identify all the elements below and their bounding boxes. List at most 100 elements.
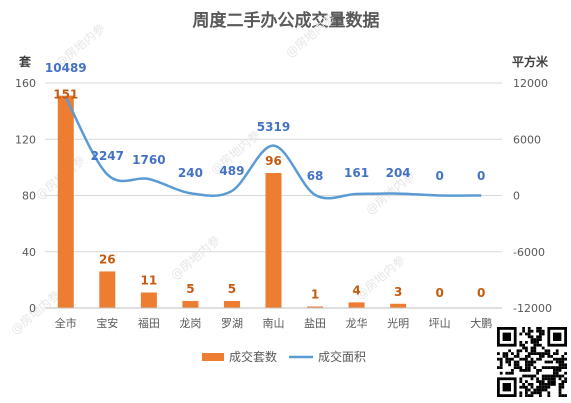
- qr-module: [539, 369, 542, 372]
- data-labels: 151 26 11 5 5 96 1 4 3 0 0 10489 2247 1760 240 489 5319 6…: [45, 61, 486, 302]
- qr-module: [519, 341, 523, 344]
- qr-module: [522, 357, 525, 361]
- qr-module: [544, 349, 548, 353]
- legend-label: 成交面积: [318, 349, 366, 364]
- qr-module: [558, 383, 562, 386]
- bar: [390, 303, 407, 308]
- qr-module: [558, 360, 562, 364]
- qr-module: [525, 346, 528, 350]
- qr-module: [533, 388, 537, 392]
- bar: [182, 300, 199, 308]
- qr-module: [536, 357, 539, 361]
- qr-module: [561, 355, 565, 358]
- bar: [265, 173, 282, 308]
- qr-module: [558, 374, 562, 378]
- qr-module: [536, 377, 539, 381]
- bar-series: [57, 95, 407, 308]
- qr-module: [525, 369, 528, 372]
- qr-module: [539, 380, 542, 383]
- qr-module: [539, 383, 542, 386]
- qr-module: [533, 349, 537, 353]
- qr-module: [530, 338, 534, 341]
- qr-module: [539, 352, 542, 355]
- qr-module: [516, 360, 520, 364]
- qr-module: [539, 394, 542, 397]
- qr-module: [522, 343, 525, 347]
- qr-module: [547, 355, 551, 358]
- qr-module: [525, 332, 528, 336]
- bar-value-label: 151: [53, 88, 78, 102]
- qr-module: [536, 335, 539, 339]
- bar-value-label: 4: [352, 283, 360, 297]
- qr-module: [530, 346, 534, 350]
- bar-value-label: 96: [265, 154, 282, 168]
- legend-swatch-bar: [202, 353, 224, 361]
- line-value-label: 0: [477, 169, 485, 183]
- qr-module: [516, 355, 520, 358]
- qr-module: [533, 366, 537, 369]
- bar-value-label: 3: [394, 285, 402, 299]
- qr-module: [561, 374, 565, 378]
- qr-module: [564, 380, 567, 383]
- bar-value-label: 11: [141, 274, 158, 288]
- category-label: 坪山: [429, 317, 451, 330]
- qr-module: [527, 394, 531, 397]
- category-label: 大鹏: [470, 316, 492, 330]
- qr-module: [536, 385, 539, 389]
- qr-module: [497, 357, 500, 361]
- qr-module: [539, 338, 542, 341]
- right-tick-label: 12000: [513, 77, 548, 90]
- qr-module: [558, 394, 562, 397]
- right-tick-label: 6000: [513, 133, 541, 146]
- qr-module: [516, 352, 520, 355]
- qr-module: [519, 377, 523, 381]
- qr-module: [541, 385, 545, 389]
- qr-module: [536, 380, 539, 383]
- line-value-label: 10489: [45, 61, 87, 75]
- qr-module: [555, 374, 559, 378]
- qr-module: [525, 374, 528, 378]
- qr-module: [519, 391, 523, 395]
- qr-module: [505, 357, 509, 361]
- qr-module: [541, 377, 545, 381]
- qr-finder: [502, 332, 511, 341]
- qr-module: [536, 341, 539, 344]
- qr-module: [533, 352, 537, 355]
- right-tick-label: -6000: [513, 246, 545, 259]
- qr-module: [522, 385, 525, 389]
- qr-module: [536, 391, 539, 395]
- qr-module: [533, 374, 537, 378]
- qr-module: [505, 360, 509, 364]
- qr-module: [541, 388, 545, 392]
- qr-module: [553, 366, 556, 369]
- qr-module: [527, 352, 531, 355]
- qr-module: [519, 380, 523, 383]
- qr-module: [499, 366, 503, 369]
- qr-module: [561, 383, 565, 386]
- left-tick-label: 160: [15, 77, 36, 90]
- qr-module: [539, 355, 542, 358]
- qr-module: [553, 383, 556, 386]
- qr-module: [497, 366, 500, 369]
- left-axis-unit: 套: [18, 54, 32, 69]
- qr-module: [527, 374, 531, 378]
- qr-module: [525, 349, 528, 353]
- qr-module: [499, 357, 503, 361]
- qr-module: [544, 385, 548, 389]
- qr-module: [536, 371, 539, 375]
- qr-module: [541, 374, 545, 378]
- bar-value-label: 0: [436, 286, 444, 300]
- line-value-label: 1760: [132, 153, 165, 167]
- right-tick-label: -12000: [513, 302, 552, 315]
- qr-module: [527, 332, 531, 336]
- qr-module: [522, 346, 525, 350]
- qr-module: [519, 349, 523, 353]
- qr-module: [511, 369, 514, 372]
- qr-module: [553, 371, 556, 375]
- qr-module: [555, 352, 559, 355]
- qr-module: [539, 329, 542, 333]
- qr-module: [508, 363, 511, 367]
- qr-module: [513, 355, 517, 358]
- line-value-label: 240: [178, 166, 203, 180]
